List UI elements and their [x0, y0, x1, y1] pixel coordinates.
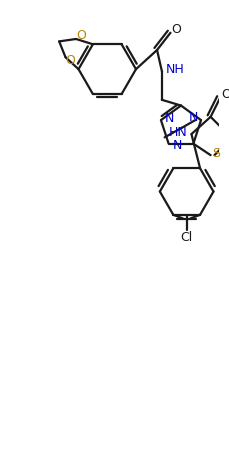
Text: N: N	[165, 112, 174, 125]
Text: N: N	[189, 111, 198, 124]
Text: O: O	[65, 54, 75, 67]
Text: HN: HN	[169, 126, 187, 139]
Text: N: N	[172, 139, 182, 152]
Text: S: S	[212, 147, 220, 160]
Text: NH: NH	[166, 63, 185, 76]
Text: O: O	[221, 88, 229, 101]
Text: Cl: Cl	[180, 231, 193, 244]
Text: O: O	[171, 24, 181, 36]
Text: O: O	[76, 29, 86, 42]
